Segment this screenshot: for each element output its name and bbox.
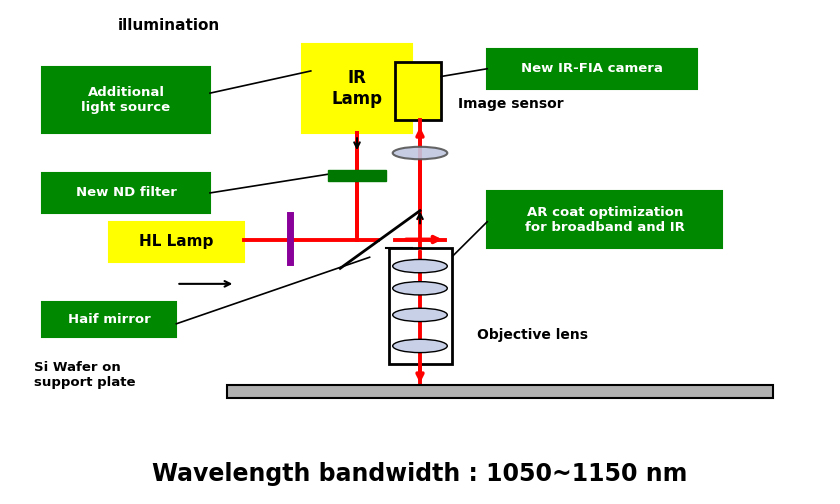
Text: illumination: illumination bbox=[118, 18, 220, 33]
Text: Objective lens: Objective lens bbox=[477, 328, 588, 342]
Text: Haif mirror: Haif mirror bbox=[68, 313, 150, 326]
FancyBboxPatch shape bbox=[395, 62, 441, 120]
FancyBboxPatch shape bbox=[328, 170, 386, 181]
Text: Si Wafer on
support plate: Si Wafer on support plate bbox=[34, 361, 135, 389]
Text: New IR-FIA camera: New IR-FIA camera bbox=[522, 62, 663, 75]
Text: AR coat optimization
for broadband and IR: AR coat optimization for broadband and I… bbox=[525, 206, 685, 233]
FancyBboxPatch shape bbox=[487, 49, 697, 89]
Text: Additional
light source: Additional light source bbox=[81, 86, 171, 114]
Ellipse shape bbox=[393, 339, 448, 353]
Text: HL Lamp: HL Lamp bbox=[139, 234, 213, 249]
Text: New ND filter: New ND filter bbox=[76, 186, 176, 200]
Ellipse shape bbox=[393, 260, 448, 273]
FancyBboxPatch shape bbox=[42, 173, 210, 213]
Ellipse shape bbox=[393, 282, 448, 295]
Text: IR
Lamp: IR Lamp bbox=[332, 70, 382, 108]
FancyBboxPatch shape bbox=[42, 67, 210, 133]
Text: Image sensor: Image sensor bbox=[458, 97, 564, 111]
FancyBboxPatch shape bbox=[42, 301, 176, 337]
FancyBboxPatch shape bbox=[487, 191, 722, 248]
Text: Wavelength bandwidth : 1050~1150 nm: Wavelength bandwidth : 1050~1150 nm bbox=[152, 462, 688, 486]
FancyBboxPatch shape bbox=[302, 44, 412, 133]
FancyBboxPatch shape bbox=[227, 385, 773, 398]
Ellipse shape bbox=[393, 308, 448, 322]
FancyBboxPatch shape bbox=[109, 222, 244, 262]
FancyBboxPatch shape bbox=[388, 248, 452, 364]
Ellipse shape bbox=[393, 147, 448, 159]
